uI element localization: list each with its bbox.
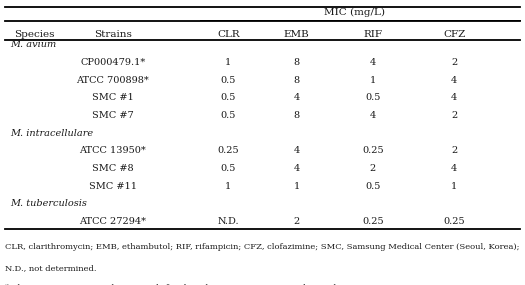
Text: 1: 1	[451, 182, 457, 191]
Text: 2: 2	[451, 111, 457, 120]
Text: SMC #11: SMC #11	[89, 182, 137, 191]
Text: EMB: EMB	[284, 30, 310, 39]
Text: ATCC 700898*: ATCC 700898*	[77, 76, 149, 85]
Text: 2: 2	[451, 146, 457, 155]
Text: 0.25: 0.25	[443, 217, 465, 226]
Text: 4: 4	[370, 58, 376, 67]
Text: 2: 2	[451, 58, 457, 67]
Text: 2: 2	[293, 217, 300, 226]
Text: CP000479.1*: CP000479.1*	[80, 58, 145, 67]
Text: 0.5: 0.5	[220, 76, 236, 85]
Text: CLR: CLR	[217, 30, 240, 39]
Text: 4: 4	[451, 93, 457, 102]
Text: 1: 1	[370, 76, 376, 85]
Text: 0.25: 0.25	[362, 146, 384, 155]
Text: M. intracellulare: M. intracellulare	[10, 129, 93, 138]
Text: 0.5: 0.5	[365, 182, 381, 191]
Text: 1: 1	[293, 182, 300, 191]
Text: Species: Species	[14, 30, 55, 39]
Text: CLR, clarithromycin; EMB, ethambutol; RIF, rifampicin; CFZ, clofazimine; SMC, Sa: CLR, clarithromycin; EMB, ethambutol; RI…	[5, 243, 520, 251]
Text: M. tuberculosis: M. tuberculosis	[10, 199, 87, 208]
Text: 8: 8	[293, 58, 300, 67]
Text: 8: 8	[293, 111, 300, 120]
Text: 0.25: 0.25	[217, 146, 239, 155]
Text: Strains: Strains	[94, 30, 132, 39]
Text: 0.5: 0.5	[220, 93, 236, 102]
Text: 4: 4	[293, 93, 300, 102]
Text: SMC #8: SMC #8	[92, 164, 134, 173]
Text: RIF: RIF	[363, 30, 382, 39]
Text: 0.5: 0.5	[365, 93, 381, 102]
Text: 2: 2	[370, 164, 376, 173]
Text: CFZ: CFZ	[443, 30, 465, 39]
Text: 0.25: 0.25	[362, 217, 384, 226]
Text: N.D., not determined.: N.D., not determined.	[5, 264, 97, 272]
Text: 1: 1	[225, 58, 232, 67]
Text: 0.5: 0.5	[220, 164, 236, 173]
Text: 4: 4	[293, 146, 300, 155]
Text: 4: 4	[370, 111, 376, 120]
Text: ATCC 27294*: ATCC 27294*	[79, 217, 146, 226]
Text: 8: 8	[293, 76, 300, 85]
Text: MIC (mg/L): MIC (mg/L)	[324, 7, 385, 17]
Text: * These strains were used as controls for the relevant experiments in this study: * These strains were used as controls fo…	[5, 284, 343, 285]
Text: ATCC 13950*: ATCC 13950*	[79, 146, 146, 155]
Text: 1: 1	[225, 182, 232, 191]
Text: M. avium: M. avium	[10, 40, 57, 49]
Text: 0.5: 0.5	[220, 111, 236, 120]
Text: 4: 4	[451, 164, 457, 173]
Text: 4: 4	[451, 76, 457, 85]
Text: SMC #1: SMC #1	[92, 93, 134, 102]
Text: N.D.: N.D.	[217, 217, 239, 226]
Text: SMC #7: SMC #7	[92, 111, 134, 120]
Text: 4: 4	[293, 164, 300, 173]
